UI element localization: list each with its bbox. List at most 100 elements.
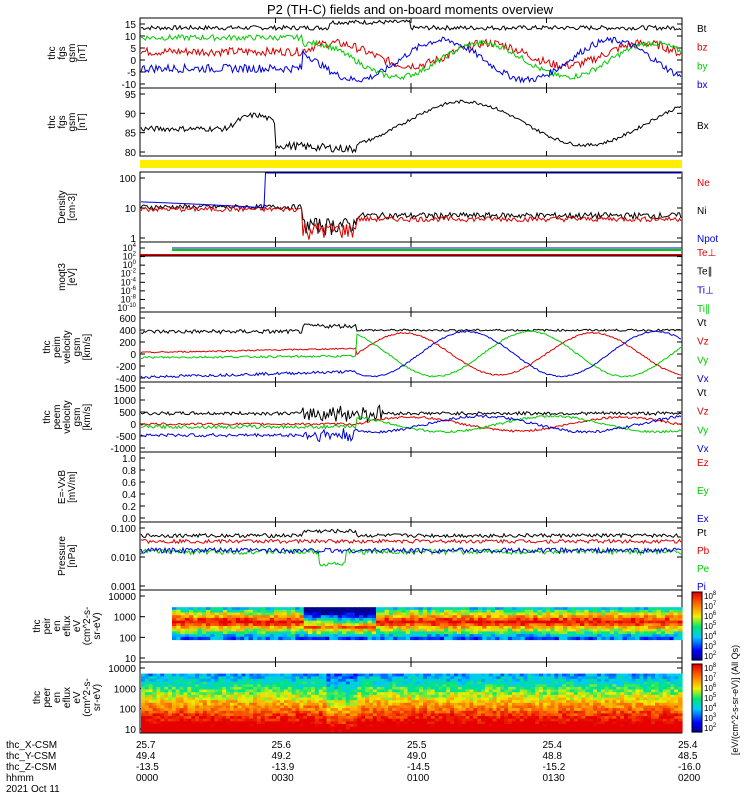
series-Pt xyxy=(140,528,682,539)
ytick-label: 104 xyxy=(123,243,137,253)
ytick-label: 10 xyxy=(125,654,137,665)
series-bx xyxy=(140,36,682,84)
colorbar-top-cell xyxy=(692,620,702,624)
colorbar-top-frame xyxy=(691,591,703,661)
ytick-label: 10 xyxy=(125,725,137,736)
series-Pe xyxy=(140,547,682,567)
colorbar-top-cell xyxy=(692,639,702,642)
colorbar-top-cell xyxy=(692,595,702,598)
ytick-label: 0.010 xyxy=(111,553,136,564)
colorbar-top-cell xyxy=(692,654,702,658)
colorbar-bottom-cell xyxy=(692,682,702,685)
colorbar-bottom-cell xyxy=(692,730,702,733)
colorbar-bottom-cell xyxy=(692,723,702,726)
ylabel-line: [mV/m] xyxy=(67,471,78,503)
ytick-label: -1000 xyxy=(110,444,136,455)
colorbar-top-cell xyxy=(692,653,702,656)
ylabel-line: fgs xyxy=(57,46,68,59)
ytick-label: 0 xyxy=(130,56,136,67)
ylabel-line: peem xyxy=(52,404,63,429)
colorbar-top-cell xyxy=(692,648,702,651)
xaxis-row-label: thc_Y-CSM xyxy=(6,751,56,762)
ytick-label: 10 xyxy=(125,32,137,43)
colorbar-top-cell xyxy=(692,646,702,649)
colorbar-top-cell xyxy=(692,597,702,600)
ytick-label: 1.0 xyxy=(122,454,136,465)
xaxis-value-t: 0100 xyxy=(407,773,430,784)
colorbar-top-cell xyxy=(692,636,702,639)
ytick-label: 1500 xyxy=(114,384,137,395)
ytick-label: 0.8 xyxy=(122,466,136,477)
ytick-label: 500 xyxy=(119,408,136,419)
colorbar-bottom-tick: 105 xyxy=(704,693,717,703)
colorbar-top-cell xyxy=(692,593,702,596)
colorbar-top-cell xyxy=(692,602,702,605)
colorbar-bottom-cell xyxy=(692,725,702,728)
ylabel-line: gsm xyxy=(67,113,78,132)
panel-frame-fgs_gsm_bx xyxy=(139,87,683,157)
legend-Vz: Vz xyxy=(697,407,709,418)
ytick-label: -500 xyxy=(116,432,136,443)
ylabel-line: [km/s] xyxy=(82,333,93,360)
legend-Ex: Ex xyxy=(697,514,709,525)
colorbar-top-cell xyxy=(692,631,702,634)
ylabel-line: eflux xyxy=(62,615,73,636)
ylabel-line: [eV] xyxy=(67,268,78,286)
ylabel-line: (cm^2-s- xyxy=(82,607,93,646)
colorbar-top-cell xyxy=(692,598,702,602)
legend-Pt: Pt xyxy=(697,528,707,539)
ytick-label: 10-8 xyxy=(121,294,137,304)
ytick-label: 0.2 xyxy=(122,502,136,513)
legend-Pe: Pe xyxy=(697,564,710,575)
ytick-label: 1 xyxy=(130,234,136,245)
ylabel-line: peir xyxy=(42,617,53,634)
colorbar-bottom-cell xyxy=(692,670,702,674)
series-Ni xyxy=(140,203,682,236)
xaxis-value-y: 49.0 xyxy=(407,751,427,762)
legend-Vz: Vz xyxy=(697,337,709,348)
xaxis-value-x: 25.7 xyxy=(136,740,156,751)
xaxis-row-label: hhmm xyxy=(6,773,34,784)
colorbar-bottom-tick: 108 xyxy=(704,663,717,673)
colorbar-top-cell xyxy=(692,627,702,630)
legend-bx: bx xyxy=(697,80,708,91)
colorbar-top-tick: 102 xyxy=(704,651,717,661)
colorbar-bottom-cell xyxy=(692,664,702,667)
ylabel-line: E=-VxB xyxy=(57,470,68,505)
ylabel-line: thc xyxy=(42,340,53,353)
ytick-label: 600 xyxy=(119,314,136,325)
ylabel-line: gsm xyxy=(72,408,83,427)
ytick-label: 0.4 xyxy=(122,490,136,501)
ylabel-line: thc xyxy=(47,115,58,128)
xaxis-value-y: 48.8 xyxy=(543,751,563,762)
xaxis-value-x: 25.4 xyxy=(543,740,563,751)
colorbar-bottom-cell xyxy=(692,706,702,709)
colorbar-bottom-cell xyxy=(692,692,702,696)
ylabel-line: velocity xyxy=(62,400,73,433)
ytick-label: 100 xyxy=(123,260,137,270)
colorbar-bottom-frame xyxy=(691,663,703,733)
colorbar-top-cell xyxy=(692,610,702,613)
colorbar-top-cell xyxy=(692,624,702,627)
ytick-label: 102 xyxy=(123,252,137,262)
legend-Npot: Npot xyxy=(697,234,718,245)
xaxis-value-y: 49.2 xyxy=(272,751,292,762)
colorbar-bottom-cell xyxy=(692,686,702,689)
ylabel-line: eV xyxy=(72,620,83,633)
xaxis-value-x: 25.6 xyxy=(272,740,292,751)
legend-Pi: Pi xyxy=(697,582,706,593)
legend-Pb: Pb xyxy=(697,546,710,557)
colorbar-top-cell xyxy=(692,605,702,608)
colorbar-top-cell xyxy=(692,643,702,646)
colorbar-bottom-tick: 103 xyxy=(704,713,717,723)
ylabel-line: eV xyxy=(72,691,83,704)
colorbar-top-cell xyxy=(692,619,702,622)
series-bz xyxy=(140,38,682,71)
xaxis-row-label: thc_Z-CSM xyxy=(6,762,57,773)
colorbar-bottom-cell xyxy=(692,704,702,708)
ylabel-line: [cm-3] xyxy=(67,193,78,221)
xaxis-value-t: 0200 xyxy=(678,773,701,784)
colorbar-bottom-tick: 107 xyxy=(704,673,717,683)
ytick-label: 100 xyxy=(119,705,136,716)
ytick-label: 10 xyxy=(125,204,137,215)
